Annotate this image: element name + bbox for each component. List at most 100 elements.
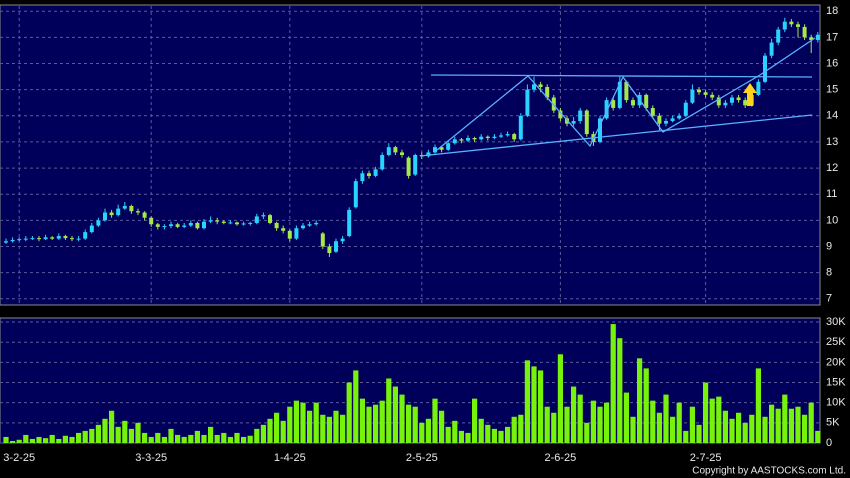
candle-body: [763, 55, 767, 82]
volume-bar: [729, 418, 735, 443]
volume-bar: [452, 420, 458, 443]
volume-bar: [373, 404, 379, 443]
volume-bar: [3, 436, 9, 443]
candle-body: [525, 89, 530, 116]
volume-bar: [307, 410, 313, 443]
volume-bar: [716, 396, 722, 443]
candle-body: [17, 239, 22, 241]
volume-bar: [524, 360, 530, 443]
candle-body: [644, 94, 649, 108]
y-tick-label: 15: [826, 84, 838, 96]
candle-body: [175, 224, 180, 227]
volume-bar: [392, 386, 398, 443]
volume-bar: [815, 430, 821, 443]
candle-body: [103, 212, 107, 221]
volume-bar: [29, 438, 35, 443]
volume-bar: [419, 422, 425, 443]
y-tick-label: 10K: [826, 397, 846, 409]
volume-bar: [544, 406, 550, 443]
y-tick-label: 16: [826, 57, 838, 69]
volume-bar: [472, 398, 478, 443]
plot-layer: 7 8 9 10 11 12 13 14 15 16 17 18 0 5K 10K 15K 20K 25K 30K 3…: [0, 5, 846, 464]
volume-bar: [406, 404, 412, 443]
candle-body: [485, 136, 490, 139]
candle-body: [393, 147, 398, 153]
volume-bar: [412, 406, 418, 443]
volume-bar: [10, 440, 16, 443]
candle-body: [631, 100, 635, 106]
volume-bar: [478, 418, 484, 443]
candle-body: [459, 139, 464, 141]
candle-body: [578, 110, 583, 122]
candle-body: [76, 238, 81, 240]
volume-bar: [538, 370, 544, 443]
volume-bar: [49, 434, 55, 443]
volume-bar: [161, 436, 167, 443]
volume-bar: [155, 432, 161, 443]
candle-body: [716, 97, 721, 106]
candle-body: [208, 220, 213, 222]
y-tick-label: 13: [826, 136, 838, 148]
candle-body: [670, 118, 675, 122]
candle-body: [373, 169, 378, 176]
candle-body: [221, 221, 226, 223]
x-tick-label: 3-2-25: [3, 452, 35, 464]
price-panel: [0, 4, 821, 306]
candle-body: [657, 115, 662, 124]
volume-bar: [181, 436, 187, 443]
volume-bar: [142, 432, 148, 443]
candle-body: [274, 222, 279, 229]
pattern-lines: [419, 37, 816, 157]
y-tick-label: 15K: [826, 376, 846, 388]
candle-body: [96, 220, 101, 226]
volume-bar: [485, 424, 491, 443]
volume-bar: [366, 406, 372, 443]
candle-body: [584, 110, 589, 135]
volume-bar: [439, 410, 445, 443]
volume-bar: [82, 430, 88, 443]
volume-bar: [254, 428, 260, 443]
candle-body: [386, 147, 391, 155]
candle-body: [347, 209, 352, 237]
volume-bar: [465, 432, 471, 443]
y-tick-label: 8: [826, 267, 832, 279]
candle-body: [677, 115, 682, 119]
volume-bar: [148, 436, 154, 443]
candle-body: [301, 225, 305, 229]
volume-bar: [386, 378, 392, 443]
resistance-line: [430, 74, 813, 78]
candle-body: [446, 143, 451, 150]
volume-bar: [333, 410, 339, 443]
volume-bar: [458, 430, 464, 443]
y-tick-label: 25K: [826, 336, 846, 348]
candle-body: [136, 211, 140, 213]
candle-body: [736, 97, 741, 101]
volume-bar: [109, 410, 115, 443]
candle-body: [281, 228, 286, 231]
candle-body: [83, 232, 88, 239]
volume-bar: [201, 434, 207, 443]
candle-body: [518, 115, 523, 140]
volume-bar: [703, 382, 709, 443]
candle-body: [710, 94, 715, 98]
volume-bar: [511, 416, 517, 443]
candle-body: [182, 225, 187, 227]
volume-bar: [56, 438, 62, 443]
candle-body: [228, 222, 233, 224]
candle-body: [307, 224, 312, 226]
candle-body: [604, 100, 609, 119]
volume-bar: [69, 436, 75, 443]
volume-bar: [802, 414, 808, 443]
candle-body: [23, 238, 28, 240]
candle-body: [545, 87, 550, 98]
volume-bar: [399, 394, 405, 443]
candle-body: [327, 246, 332, 254]
volume-bar: [194, 430, 200, 443]
volume-bar: [340, 414, 346, 443]
volume-bar: [623, 392, 629, 443]
volume-bar: [564, 406, 570, 443]
candle-body: [789, 21, 794, 25]
y-tick-label: 14: [826, 110, 838, 122]
volume-bar: [102, 418, 108, 443]
volume-bar: [346, 382, 352, 443]
